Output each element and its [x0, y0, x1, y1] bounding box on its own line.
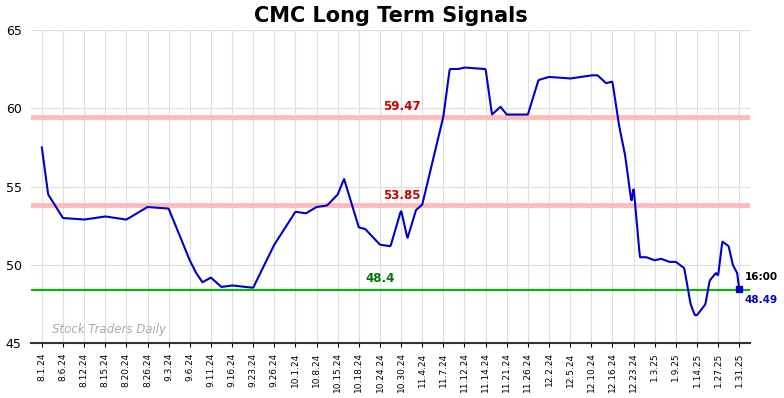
Text: 48.49: 48.49 [745, 295, 778, 305]
Text: 59.47: 59.47 [383, 100, 420, 113]
Text: Stock Traders Daily: Stock Traders Daily [53, 322, 166, 336]
Text: 16:00: 16:00 [745, 273, 778, 283]
Text: 48.4: 48.4 [365, 272, 394, 285]
Title: CMC Long Term Signals: CMC Long Term Signals [254, 6, 528, 25]
Text: 53.85: 53.85 [383, 189, 420, 202]
